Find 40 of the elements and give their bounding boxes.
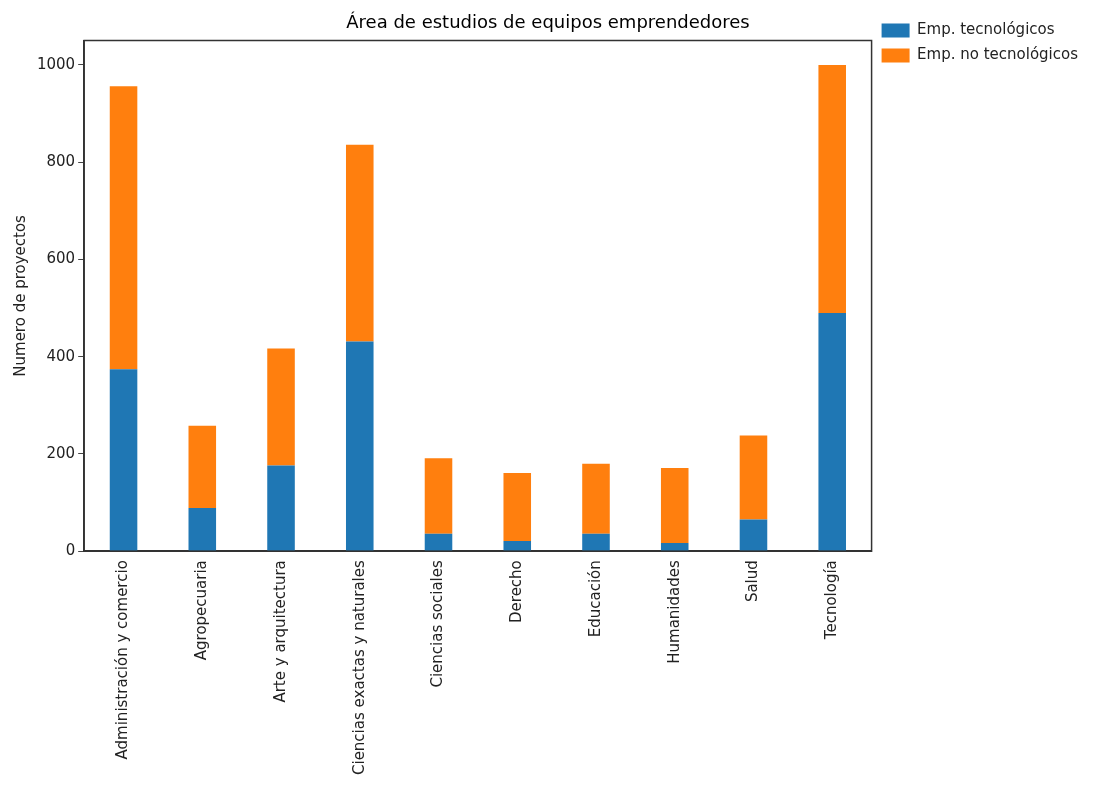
- bar: [739, 435, 768, 520]
- bar: [345, 341, 374, 551]
- x-tick-label: Educación: [585, 560, 604, 638]
- bar: [267, 348, 295, 466]
- bar: [582, 463, 610, 534]
- y-tick-label: 1000: [36, 54, 76, 73]
- bar: [582, 533, 610, 551]
- y-tick-label: 0: [65, 541, 76, 560]
- bar: [739, 519, 768, 551]
- y-axis-title: Numero de proyectos: [10, 214, 29, 377]
- bar: [188, 507, 217, 551]
- y-tick-label: 600: [46, 249, 76, 268]
- x-tick-label: Ciencias sociales: [428, 560, 447, 688]
- y-tick-label: 400: [46, 346, 76, 365]
- bar: [503, 472, 532, 541]
- legend-label: Emp. tecnológicos: [917, 20, 1055, 39]
- bar: [424, 458, 453, 534]
- bar: [109, 369, 138, 551]
- bar: [818, 64, 846, 313]
- x-tick-label: Salud: [743, 560, 762, 603]
- x-tick-label: Administración y comercio: [113, 560, 132, 760]
- x-tick-label: Derecho: [507, 560, 526, 623]
- bar: [818, 312, 846, 551]
- x-tick-label: Agropecuaria: [192, 560, 211, 661]
- bar: [660, 468, 689, 543]
- bar: [503, 540, 532, 551]
- y-tick-label: 200: [46, 443, 76, 462]
- x-tick-label: Ciencias exactas y naturales: [349, 560, 368, 776]
- bar: [424, 533, 453, 551]
- x-tick-label: Tecnología: [822, 560, 841, 641]
- x-tick-label: Humanidades: [664, 560, 683, 664]
- bar: [267, 465, 295, 551]
- bar: [345, 144, 374, 342]
- bar: [660, 542, 689, 551]
- y-tick-label: 800: [46, 152, 76, 171]
- x-tick-label: Arte y arquitectura: [270, 560, 289, 703]
- legend-label: Emp. no tecnológicos: [917, 45, 1079, 64]
- chart-title: Área de estudios de equipos emprendedores: [346, 11, 750, 33]
- bar: [188, 425, 217, 508]
- bar: [109, 86, 138, 370]
